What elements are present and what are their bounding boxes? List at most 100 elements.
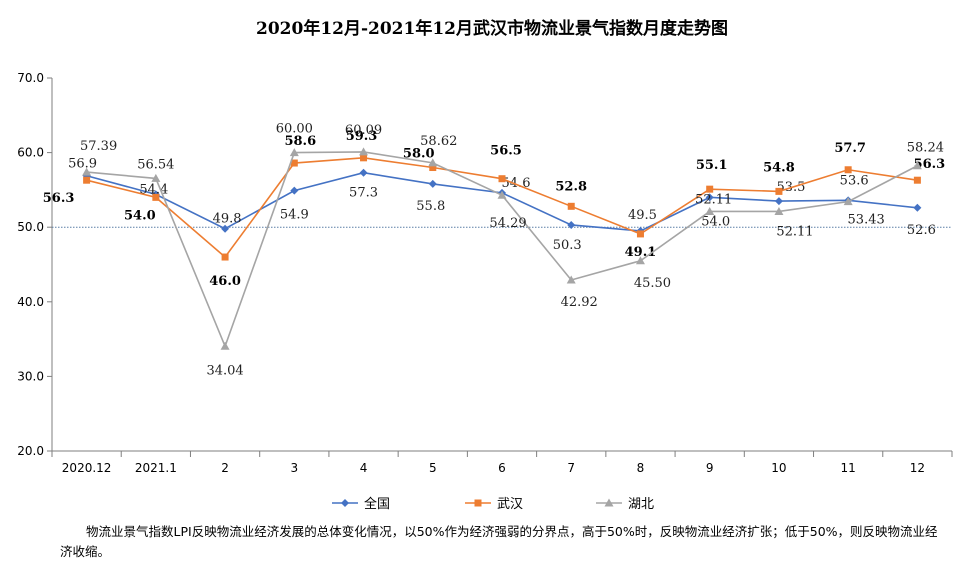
legend-label: 武汉 xyxy=(497,497,523,512)
y-tick-label: 20.0 xyxy=(17,444,44,458)
data-label-hubei: 34.04 xyxy=(206,363,243,378)
footnote: 物流业景气指数LPI反映物流业经济发展的总体变化情况，以50%作为经济强弱的分界… xyxy=(60,524,938,559)
data-point-hubei xyxy=(635,256,645,265)
data-label-wuhan: 56.3 xyxy=(43,191,75,206)
data-point-wuhan xyxy=(913,176,921,184)
data-point-hubei xyxy=(566,275,576,284)
legend-item-hubei: 湖北 xyxy=(596,497,654,512)
x-tick-label: 2 xyxy=(221,461,229,475)
data-label-hubei: 58.62 xyxy=(420,134,457,149)
data-point-wuhan xyxy=(567,202,575,210)
data-label-national: 57.3 xyxy=(349,186,378,201)
legend-item-national: 全国 xyxy=(332,496,390,512)
data-point-national xyxy=(359,168,368,177)
x-tick-label: 4 xyxy=(360,461,368,475)
data-point-wuhan xyxy=(83,176,91,184)
data-point-hubei xyxy=(359,147,369,156)
data-point-hubei xyxy=(843,197,853,206)
x-tick-label: 2021.1 xyxy=(135,461,177,475)
data-label-national: 49.8 xyxy=(213,212,242,227)
data-label-wuhan: 58.0 xyxy=(403,147,435,162)
y-tick-label: 60.0 xyxy=(17,146,44,160)
data-point-hubei xyxy=(428,158,438,167)
data-label-national: 53.6 xyxy=(840,173,869,188)
data-label-national: 55.8 xyxy=(416,199,445,214)
data-label-national: 54.4 xyxy=(139,182,168,197)
data-point-hubei xyxy=(289,148,299,157)
data-label-hubei: 52.11 xyxy=(776,224,813,239)
x-tick-label: 11 xyxy=(841,461,856,475)
data-label-hubei: 42.92 xyxy=(561,295,598,310)
x-tick-label: 9 xyxy=(706,461,714,475)
x-tick-label: 8 xyxy=(637,461,645,475)
x-tick-label: 3 xyxy=(290,461,298,475)
data-point-national xyxy=(705,193,714,202)
data-label-wuhan: 56.3 xyxy=(914,157,946,172)
data-label-hubei: 45.50 xyxy=(634,276,671,291)
line-chart: 2020年12月-2021年12月武汉市物流业景气指数月度走势图 20.0 30.… xyxy=(17,18,953,512)
series-wuhan: 56.3 54.0 46.0 58.6 59.3 58.0 56.5 52.8 49.1 55.1… xyxy=(43,129,945,289)
y-tick-label: 30.0 xyxy=(17,369,44,383)
data-point-national xyxy=(774,197,783,206)
data-label-hubei: 57.39 xyxy=(80,139,117,154)
data-label-national: 54.0 xyxy=(701,214,730,229)
data-point-wuhan xyxy=(429,164,437,172)
data-label-national: 52.6 xyxy=(907,223,936,238)
chart-title: 2020年12月-2021年12月武汉市物流业景气指数月度走势图 xyxy=(256,18,728,39)
data-point-national xyxy=(913,203,922,212)
x-tick-label: 2020.12 xyxy=(62,461,112,475)
data-label-wuhan: 52.8 xyxy=(555,179,587,194)
legend-marker xyxy=(474,499,482,507)
data-point-wuhan xyxy=(360,154,368,162)
data-point-wuhan xyxy=(844,166,852,174)
data-label-wuhan: 55.1 xyxy=(696,158,728,173)
y-tick-label: 50.0 xyxy=(17,220,44,234)
data-point-wuhan xyxy=(636,230,644,238)
data-point-hubei xyxy=(705,206,715,215)
x-tick-label: 12 xyxy=(910,461,925,475)
data-label-national: 49.5 xyxy=(628,208,657,223)
legend-marker xyxy=(341,499,349,507)
data-label-hubei: 56.54 xyxy=(137,157,174,172)
data-point-wuhan xyxy=(706,185,714,193)
data-label-wuhan: 46.0 xyxy=(209,274,241,289)
data-label-wuhan: 54.0 xyxy=(124,208,156,223)
data-point-hubei xyxy=(497,190,507,199)
legend-marker xyxy=(604,498,614,507)
data-label-wuhan: 49.1 xyxy=(625,245,657,260)
data-label-hubei: 60.09 xyxy=(345,123,382,138)
data-point-hubei xyxy=(220,341,230,350)
y-tick-label: 40.0 xyxy=(17,295,44,309)
data-label-wuhan: 54.8 xyxy=(763,160,795,175)
data-point-national xyxy=(290,186,299,195)
data-point-hubei xyxy=(912,161,922,170)
data-label-wuhan: 59.3 xyxy=(346,129,378,144)
legend-label: 湖北 xyxy=(628,497,654,512)
data-point-wuhan xyxy=(775,187,783,195)
x-tick-label: 10 xyxy=(771,461,786,475)
data-label-wuhan: 57.7 xyxy=(834,141,866,156)
legend-label: 全国 xyxy=(364,496,390,512)
data-point-national xyxy=(567,220,576,229)
data-point-hubei xyxy=(82,167,92,176)
data-label-hubei: 54.29 xyxy=(489,216,526,231)
series-hubei: 57.39 56.54 34.04 60.00 60.09 58.62 54.29 42.92… xyxy=(80,122,944,379)
data-label-hubei: 53.43 xyxy=(848,213,885,228)
x-tick-label: 7 xyxy=(567,461,575,475)
x-tick-label: 6 xyxy=(498,461,506,475)
data-point-national xyxy=(221,224,230,233)
data-point-wuhan xyxy=(221,253,229,261)
data-label-hubei: 52.11 xyxy=(695,192,732,207)
data-point-wuhan xyxy=(152,193,160,201)
data-label-national: 54.9 xyxy=(280,208,309,223)
data-label-wuhan: 56.5 xyxy=(490,144,522,159)
data-label-wuhan: 58.6 xyxy=(284,134,316,149)
data-label-hubei: 60.00 xyxy=(276,122,313,137)
data-label-national: 50.3 xyxy=(553,238,582,253)
y-tick-label: 70.0 xyxy=(17,71,44,85)
data-point-national xyxy=(428,179,437,188)
data-label-hubei: 58.24 xyxy=(907,141,944,156)
x-tick-label: 5 xyxy=(429,461,437,475)
legend: 全国 武汉 湖北 xyxy=(332,496,654,512)
data-point-wuhan xyxy=(498,175,506,183)
